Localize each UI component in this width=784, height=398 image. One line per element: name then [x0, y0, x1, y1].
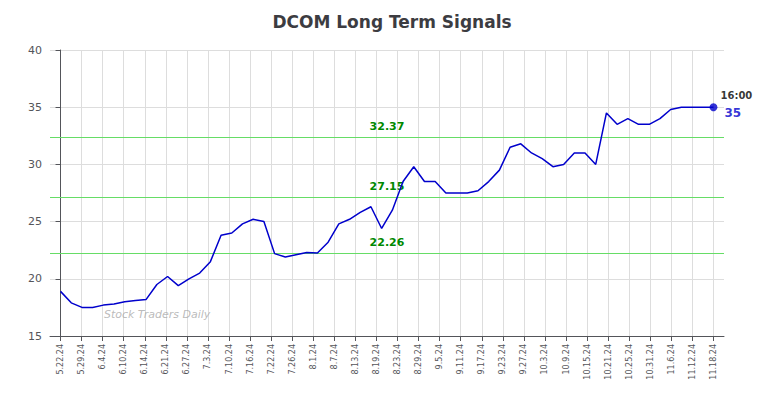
svg-text:10.25.24: 10.25.24 [625, 344, 634, 380]
svg-text:15: 15 [28, 330, 42, 343]
svg-text:8.13.24: 8.13.24 [351, 344, 360, 375]
svg-text:22.26: 22.26 [370, 236, 405, 249]
svg-text:9.17.24: 9.17.24 [477, 344, 486, 375]
svg-text:32.37: 32.37 [370, 120, 405, 133]
svg-text:10.31.24: 10.31.24 [646, 344, 655, 380]
svg-text:10.3.24: 10.3.24 [540, 344, 549, 375]
svg-text:11.6.24: 11.6.24 [667, 344, 676, 375]
svg-text:27.15: 27.15 [369, 180, 405, 193]
svg-text:7.10.24: 7.10.24 [225, 344, 234, 375]
svg-text:25: 25 [28, 215, 42, 228]
svg-text:7.16.24: 7.16.24 [246, 344, 255, 375]
svg-text:6.10.24: 6.10.24 [119, 344, 128, 375]
svg-text:40: 40 [28, 44, 42, 57]
svg-text:11.18.24: 11.18.24 [709, 344, 718, 380]
svg-text:8.23.24: 8.23.24 [393, 344, 402, 375]
svg-text:5.22.24: 5.22.24 [56, 344, 65, 375]
svg-text:7.3.24: 7.3.24 [203, 344, 212, 369]
svg-text:9.5.24: 9.5.24 [435, 344, 444, 369]
svg-text:10.9.24: 10.9.24 [562, 344, 571, 375]
svg-text:6.14.24: 6.14.24 [140, 344, 149, 375]
svg-text:9.27.24: 9.27.24 [519, 344, 528, 375]
svg-text:8.29.24: 8.29.24 [414, 344, 423, 375]
svg-text:7.26.24: 7.26.24 [288, 344, 297, 375]
svg-text:10.21.24: 10.21.24 [604, 344, 613, 380]
svg-text:35: 35 [724, 106, 741, 120]
svg-text:30: 30 [28, 158, 42, 171]
svg-text:35: 35 [28, 101, 42, 114]
svg-text:16:00: 16:00 [720, 90, 752, 101]
svg-text:6.4.24: 6.4.24 [98, 344, 107, 369]
svg-text:DCOM Long Term Signals: DCOM Long Term Signals [272, 12, 511, 32]
svg-text:Stock Traders Daily: Stock Traders Daily [104, 308, 211, 321]
svg-text:8.7.24: 8.7.24 [330, 344, 339, 369]
svg-text:5.29.24: 5.29.24 [77, 344, 86, 375]
svg-text:8.1.24: 8.1.24 [309, 344, 318, 369]
svg-text:9.11.24: 9.11.24 [456, 344, 465, 375]
svg-text:6.27.24: 6.27.24 [182, 344, 191, 375]
svg-text:10.15.24: 10.15.24 [583, 344, 592, 380]
svg-text:20: 20 [28, 272, 42, 285]
svg-text:9.23.24: 9.23.24 [498, 344, 507, 375]
svg-text:7.22.24: 7.22.24 [267, 344, 276, 375]
svg-text:11.12.24: 11.12.24 [688, 344, 697, 380]
svg-text:8.19.24: 8.19.24 [372, 344, 381, 375]
svg-text:6.21.24: 6.21.24 [161, 344, 170, 375]
